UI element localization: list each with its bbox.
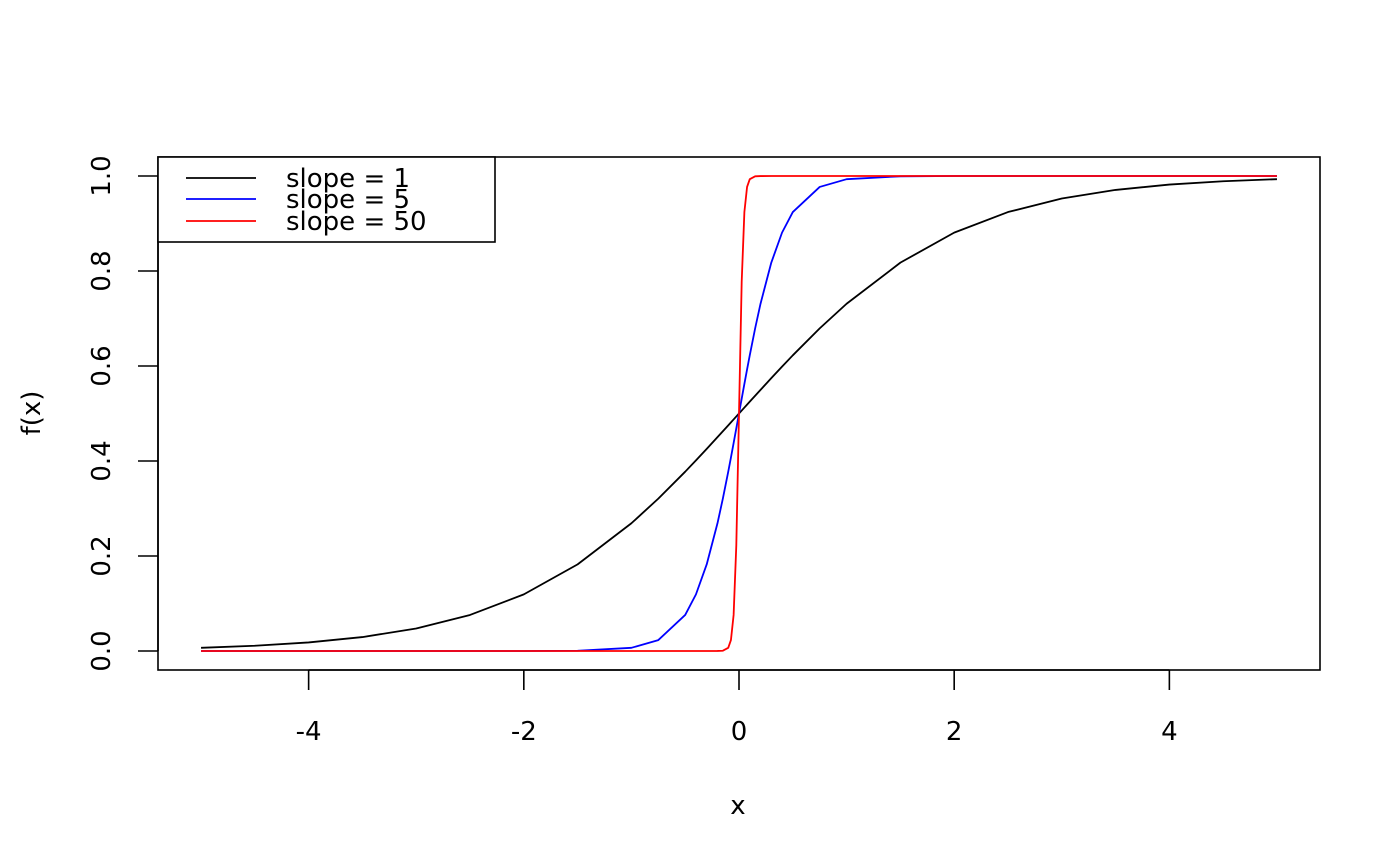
legend-label-slope-5: slope = 5 [286,185,410,215]
series-line-3 [201,175,1277,652]
x-tick-label: 2 [946,717,963,747]
x-tick-label: 0 [731,717,748,747]
y-axis: 0.0 0.2 0.4 0.6 0.8 1.0 [87,155,159,672]
y-tick-label: 0.2 [87,535,117,576]
y-axis-label: f(x) [17,391,47,436]
y-tick-label: 0.0 [87,630,117,671]
x-tick-label: 4 [1161,717,1178,747]
series-lines [201,175,1277,652]
y-tick-label: 0.8 [87,250,117,291]
legend-label-slope-50: slope = 50 [286,207,427,237]
x-tick-label: -4 [296,717,322,747]
legend: slope = 1 slope = 5 slope = 50 [157,156,496,243]
y-tick-label: 0.6 [87,345,117,386]
x-axis-label: x [730,791,745,821]
legend-label-slope-1: slope = 1 [286,164,410,194]
y-tick-label: 1.0 [87,155,117,196]
x-tick-label: -2 [511,717,537,747]
y-tick-label: 0.4 [87,440,117,481]
x-axis: -4 -2 0 2 4 [296,669,1178,747]
